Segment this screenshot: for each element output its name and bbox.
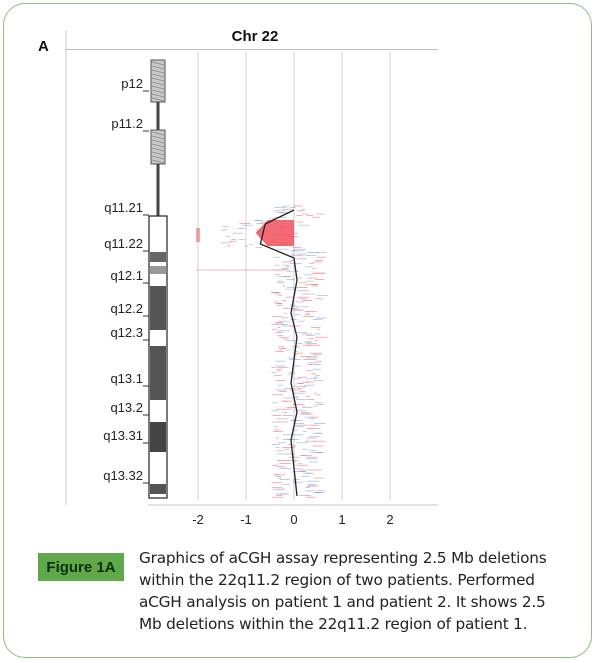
chromosome-ideogram [148,59,168,499]
band-label: q12.1 [110,268,143,283]
ideogram-dark-band [150,484,166,494]
x-tick-label: 2 [386,512,393,527]
ideogram-hatch [151,147,165,152]
grid-layer [65,30,438,506]
ratio-trace [259,209,298,497]
ideogram-hatch [151,89,165,94]
ideogram-centromere [156,164,160,216]
ideogram-hatch [151,81,165,86]
ideogram-hatch [151,85,165,90]
ideogram-stalk [156,102,160,130]
band-label: q13.31 [103,428,143,443]
figure-caption: Graphics of aCGH assay representing 2.5 … [139,549,547,633]
ideogram-hatch [151,73,165,78]
ideogram-dark-band [150,346,166,400]
x-tick-label: 0 [290,512,297,527]
ideogram-hatch [151,61,165,66]
chart-title: Chr 22 [231,28,279,45]
band-label: q12.3 [110,325,143,340]
ideogram-hatch [151,135,165,140]
ideogram-hatch [151,97,165,102]
x-tick-label: 1 [338,512,345,527]
band-label: q13.2 [110,400,143,415]
ideogram-hatch [151,155,165,160]
ideogram-hatch [151,65,165,70]
ideogram-dark-band [150,286,166,330]
ratio-trace-line [259,209,298,497]
band-label: q11.22 [104,236,143,251]
deletion-region [196,220,294,271]
ideogram-hatch [151,131,165,136]
band-label: q13.1 [110,371,143,386]
x-tick-label: -1 [240,512,252,527]
ideogram-hatch [151,77,165,82]
band-label: p12 [121,76,143,91]
ideogram-dark-band [150,252,166,262]
band-labels: p12 p11.2 q11.21 q11.22 q12.1 q12.2 q12.3 q13.1… [103,76,149,484]
figure-badge: Figure 1A [38,553,124,581]
band-label: q13.32 [103,468,143,483]
ideogram-dark-band [150,422,166,452]
figure-frame [3,3,592,658]
x-tick-label: -2 [192,512,204,527]
ideogram-hatch [151,159,165,164]
panel-label: A [38,38,49,55]
ideogram-hatch [151,69,165,74]
band-label: p11.2 [111,116,143,131]
deletion-marker [196,228,200,242]
ideogram-dark-band [150,266,166,274]
ideogram-hatch [151,139,165,144]
title-divider [66,49,438,50]
band-label: q12.2 [110,301,143,316]
band-label: q11.21 [104,200,143,215]
x-tick-labels: -2 -1 0 1 2 [192,512,393,527]
ideogram-hatch [151,143,165,148]
ideogram-hatch [151,151,165,156]
ideogram-hatch [151,93,165,98]
